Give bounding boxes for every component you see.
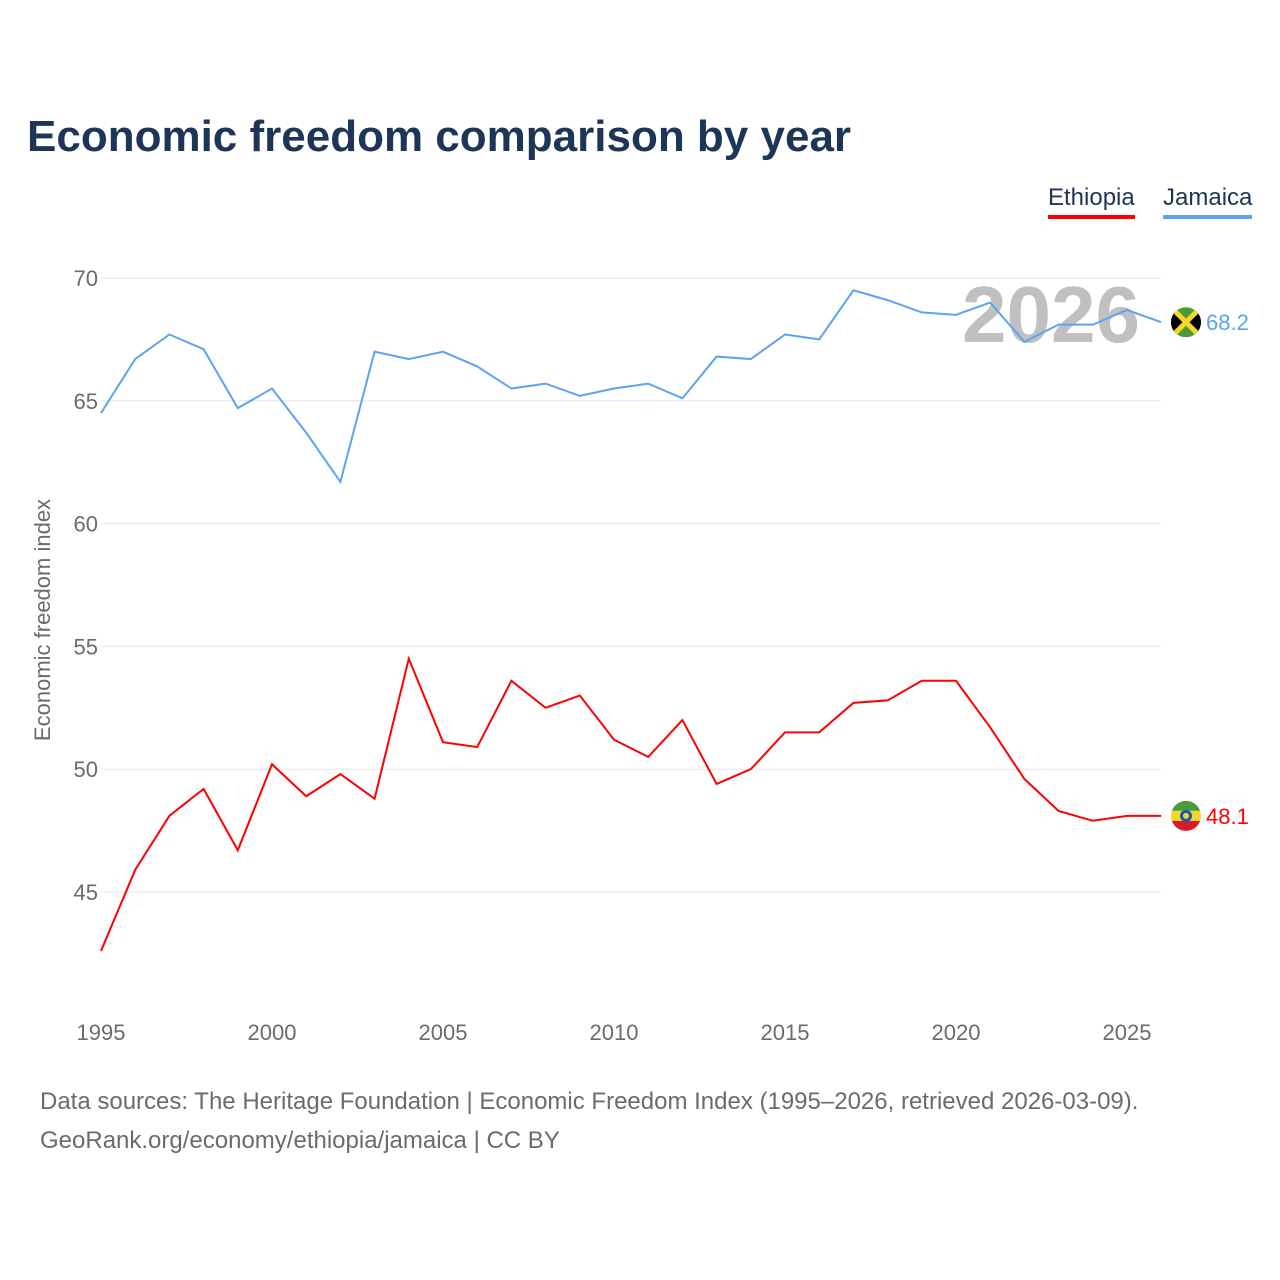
x-tick-label: 2020 xyxy=(932,1020,981,1045)
y-tick-label: 60 xyxy=(74,512,98,537)
x-tick-label: 2010 xyxy=(590,1020,639,1045)
y-axis-label: Economic freedom index xyxy=(30,499,55,741)
series-line-ethiopia xyxy=(100,655,1162,952)
ethiopia-flag-icon xyxy=(1171,800,1201,831)
x-tick-label: 2025 xyxy=(1103,1020,1152,1045)
y-tick-label: 65 xyxy=(74,389,98,414)
series-line-jamaica xyxy=(100,289,1162,485)
jamaica-flag-icon xyxy=(1171,307,1201,338)
footer-sources: Data sources: The Heritage Foundation | … xyxy=(40,1088,1139,1115)
chart-title: Economic freedom comparison by year xyxy=(27,112,852,161)
y-tick-label: 45 xyxy=(74,880,98,905)
footer-credit: GeoRank.org/economy/ethiopia/jamaica | C… xyxy=(40,1127,560,1154)
x-tick-label: 1995 xyxy=(77,1020,126,1045)
y-tick-label: 50 xyxy=(74,757,98,782)
x-tick-label: 2005 xyxy=(419,1020,468,1045)
end-value-label-ethiopia: 48.1 xyxy=(1206,804,1249,829)
y-tick-label: 55 xyxy=(74,634,98,659)
x-tick-label: 2000 xyxy=(248,1020,297,1045)
y-tick-label: 70 xyxy=(74,266,98,291)
legend-ethiopia[interactable]: Ethiopia xyxy=(1048,184,1135,219)
x-tick-label: 2015 xyxy=(761,1020,810,1045)
legend-jamaica[interactable]: Jamaica xyxy=(1163,184,1253,219)
end-value-label-jamaica: 68.2 xyxy=(1206,310,1249,335)
year-watermark: 2026 xyxy=(962,270,1140,359)
